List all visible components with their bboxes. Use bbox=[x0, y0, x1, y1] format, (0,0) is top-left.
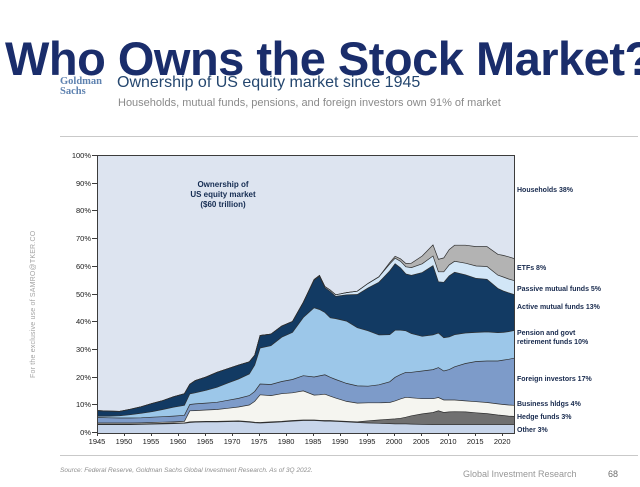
x-tick-mark bbox=[286, 433, 288, 436]
y-tick-mark bbox=[92, 376, 97, 378]
series-label-households-38-: Households 38% bbox=[517, 187, 574, 194]
x-tick-mark bbox=[97, 433, 98, 436]
area-active-mutual-funds bbox=[98, 263, 514, 417]
watermark-text: For the exclusive use of SAMRO@TKER.CO bbox=[30, 230, 37, 378]
x-tick-mark bbox=[475, 433, 477, 436]
series-label-other-3-: Other 3% bbox=[517, 427, 548, 434]
x-tick-label-1945: 1945 bbox=[88, 437, 106, 446]
x-tick-label-2000: 2000 bbox=[385, 437, 403, 446]
x-tick-label-2020: 2020 bbox=[493, 437, 511, 446]
y-tick-mark bbox=[92, 182, 97, 184]
area-hedge-funds bbox=[98, 410, 514, 425]
y-tick-label-60: 60% bbox=[75, 261, 91, 271]
top-divider-line bbox=[60, 136, 638, 137]
source-note: Source: Federal Reserve, Goldman Sachs G… bbox=[60, 467, 313, 474]
series-label-business-hldgs-4-: Business hldgs 4% bbox=[517, 401, 581, 408]
series-label-passive-mutual-funds-5-: Passive mutual funds 5% bbox=[517, 286, 602, 293]
goldman-sachs-logo: Goldman Sachs bbox=[60, 77, 102, 96]
stacked-area-chart: Ownership of US equity market ($60 trill… bbox=[97, 155, 515, 434]
area-foreign-investors bbox=[98, 358, 514, 423]
series-label-foreign-investors-17-: Foreign investors 17% bbox=[517, 376, 592, 383]
area-other bbox=[98, 420, 514, 433]
x-tick-label-1995: 1995 bbox=[358, 437, 376, 446]
x-axis: 1945 1950 1955 1960 1965 1970 1975 1980 1985 1990… bbox=[89, 432, 515, 448]
page-title: Who Owns the Stock Market? bbox=[5, 32, 640, 86]
y-tick-mark bbox=[92, 321, 97, 323]
x-tick-mark bbox=[502, 433, 504, 436]
x-tick-label-1965: 1965 bbox=[196, 437, 214, 446]
logo-line-1: Goldman bbox=[60, 76, 103, 87]
chart-annotation: Ownership of US equity market ($60 trill… bbox=[190, 180, 256, 209]
x-tick-mark bbox=[367, 433, 369, 436]
x-tick-label-2015: 2015 bbox=[466, 437, 484, 446]
logo-line-2: Sachs bbox=[60, 85, 86, 97]
boundary-hedge-funds bbox=[98, 410, 514, 425]
y-tick-mark bbox=[92, 404, 97, 406]
y-tick-mark bbox=[92, 155, 97, 156]
footer-department: Global Investment Research bbox=[463, 469, 577, 479]
x-tick-mark bbox=[205, 433, 207, 436]
y-tick-mark bbox=[92, 210, 97, 212]
area-passive-mutual-funds bbox=[98, 256, 514, 412]
x-tick-label-2010: 2010 bbox=[439, 437, 457, 446]
y-tick-mark bbox=[92, 432, 97, 433]
y-tick-mark bbox=[92, 238, 97, 240]
x-tick-mark bbox=[232, 433, 234, 436]
chart-subheading: Households, mutual funds, pensions, and … bbox=[118, 97, 501, 109]
series-label-etfs-8-: ETFs 8% bbox=[517, 265, 547, 272]
x-tick-mark bbox=[448, 433, 450, 436]
series-labels: Households 38% ETFs 8% Passive mutual fund… bbox=[517, 155, 639, 434]
y-tick-label-10: 10% bbox=[75, 400, 91, 410]
y-tick-label-30: 30% bbox=[75, 344, 91, 354]
y-tick-mark bbox=[92, 293, 97, 295]
chart-canvas bbox=[98, 244, 514, 433]
x-tick-mark bbox=[151, 433, 152, 436]
x-tick-label-1990: 1990 bbox=[331, 437, 349, 446]
x-tick-label-1955: 1955 bbox=[142, 437, 160, 446]
chart-heading: Ownership of US equity market since 1945 bbox=[117, 74, 421, 91]
bottom-divider-line bbox=[60, 455, 638, 456]
boundary-foreign-investors bbox=[98, 357, 514, 419]
boundary-pension-and-govt-retirement-funds bbox=[98, 307, 514, 417]
x-tick-mark bbox=[394, 433, 396, 436]
x-tick-label-1970: 1970 bbox=[223, 437, 241, 446]
y-tick-label-90: 90% bbox=[75, 178, 91, 188]
boundary-business-hldgs bbox=[98, 390, 514, 424]
x-tick-label-1950: 1950 bbox=[115, 437, 133, 446]
x-tick-mark bbox=[259, 433, 261, 436]
y-tick-label-70: 70% bbox=[75, 234, 91, 244]
area-pension-and-govt-retirement-funds bbox=[98, 307, 514, 418]
y-tick-mark bbox=[92, 265, 97, 267]
x-tick-label-1980: 1980 bbox=[277, 437, 295, 446]
x-tick-label-1960: 1960 bbox=[169, 437, 187, 446]
area-etfs bbox=[98, 244, 514, 412]
y-tick-label-0: 0% bbox=[80, 428, 91, 437]
boundary-other bbox=[98, 420, 514, 426]
y-tick-mark bbox=[92, 348, 97, 350]
series-label-pension-and-govt-retirement-funds-10-: Pension and govt retirement funds 10% bbox=[517, 330, 589, 346]
x-tick-mark bbox=[421, 433, 423, 436]
y-axis-ticks bbox=[92, 155, 97, 433]
x-tick-mark bbox=[124, 433, 125, 436]
y-tick-label-100: 100% bbox=[71, 151, 91, 160]
x-tick-mark bbox=[313, 433, 315, 436]
y-axis-labels: 0% 10% 20% 30% 40% 50% 60% 70% 80% 90% 100% bbox=[50, 151, 91, 437]
series-label-active-mutual-funds-13-: Active mutual funds 13% bbox=[517, 304, 600, 311]
y-tick-label-20: 20% bbox=[75, 372, 91, 382]
x-tick-label-2005: 2005 bbox=[412, 437, 430, 446]
y-tick-label-50: 50% bbox=[75, 289, 91, 299]
boundary-etfs bbox=[98, 244, 514, 412]
x-tick-mark bbox=[340, 433, 342, 436]
y-tick-label-80: 80% bbox=[75, 206, 91, 216]
y-tick-label-40: 40% bbox=[75, 317, 91, 327]
x-tick-mark bbox=[178, 433, 179, 436]
page-number: 68 bbox=[608, 469, 619, 479]
x-tick-label-1985: 1985 bbox=[304, 437, 322, 446]
series-label-hedge-funds-3-: Hedge funds 3% bbox=[517, 414, 572, 421]
x-tick-label-1975: 1975 bbox=[250, 437, 268, 446]
